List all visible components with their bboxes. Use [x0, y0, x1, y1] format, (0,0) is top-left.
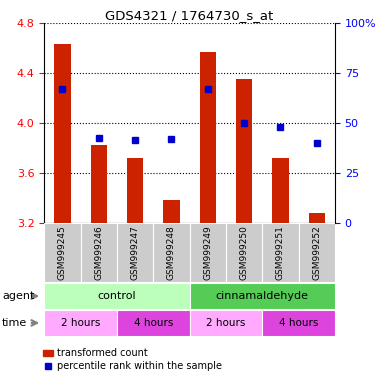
Bar — [190, 310, 262, 336]
Bar — [117, 223, 153, 282]
Bar — [44, 310, 117, 336]
Bar — [117, 310, 190, 336]
Bar — [199, 52, 216, 223]
Legend: transformed count, percentile rank within the sample: transformed count, percentile rank withi… — [40, 344, 226, 375]
Bar — [299, 223, 335, 282]
Bar — [163, 200, 180, 223]
Bar — [272, 158, 289, 223]
Bar — [44, 283, 190, 309]
Text: GSM999245: GSM999245 — [58, 225, 67, 280]
Bar — [262, 310, 335, 336]
Bar — [44, 223, 80, 282]
Text: GSM999252: GSM999252 — [312, 225, 321, 280]
Bar — [54, 44, 70, 223]
Bar — [190, 223, 226, 282]
Text: GSM999251: GSM999251 — [276, 225, 285, 280]
Text: agent: agent — [2, 291, 34, 301]
Bar — [190, 283, 335, 309]
Text: 4 hours: 4 hours — [279, 318, 318, 328]
Bar — [127, 158, 143, 223]
Text: GSM999246: GSM999246 — [94, 225, 103, 280]
Text: cinnamaldehyde: cinnamaldehyde — [216, 291, 309, 301]
Bar — [80, 223, 117, 282]
Bar — [226, 223, 262, 282]
Bar — [153, 223, 189, 282]
Bar — [262, 223, 299, 282]
Bar — [236, 79, 252, 223]
Text: time: time — [2, 318, 27, 328]
Bar — [90, 146, 107, 223]
Text: GSM999249: GSM999249 — [203, 225, 212, 280]
Text: GSM999250: GSM999250 — [239, 225, 249, 280]
Text: GSM999247: GSM999247 — [131, 225, 140, 280]
Bar — [309, 213, 325, 223]
Title: GDS4321 / 1764730_s_at: GDS4321 / 1764730_s_at — [105, 9, 274, 22]
Text: control: control — [98, 291, 136, 301]
Text: 2 hours: 2 hours — [206, 318, 246, 328]
Text: 4 hours: 4 hours — [134, 318, 173, 328]
Text: GSM999248: GSM999248 — [167, 225, 176, 280]
Text: 2 hours: 2 hours — [61, 318, 100, 328]
